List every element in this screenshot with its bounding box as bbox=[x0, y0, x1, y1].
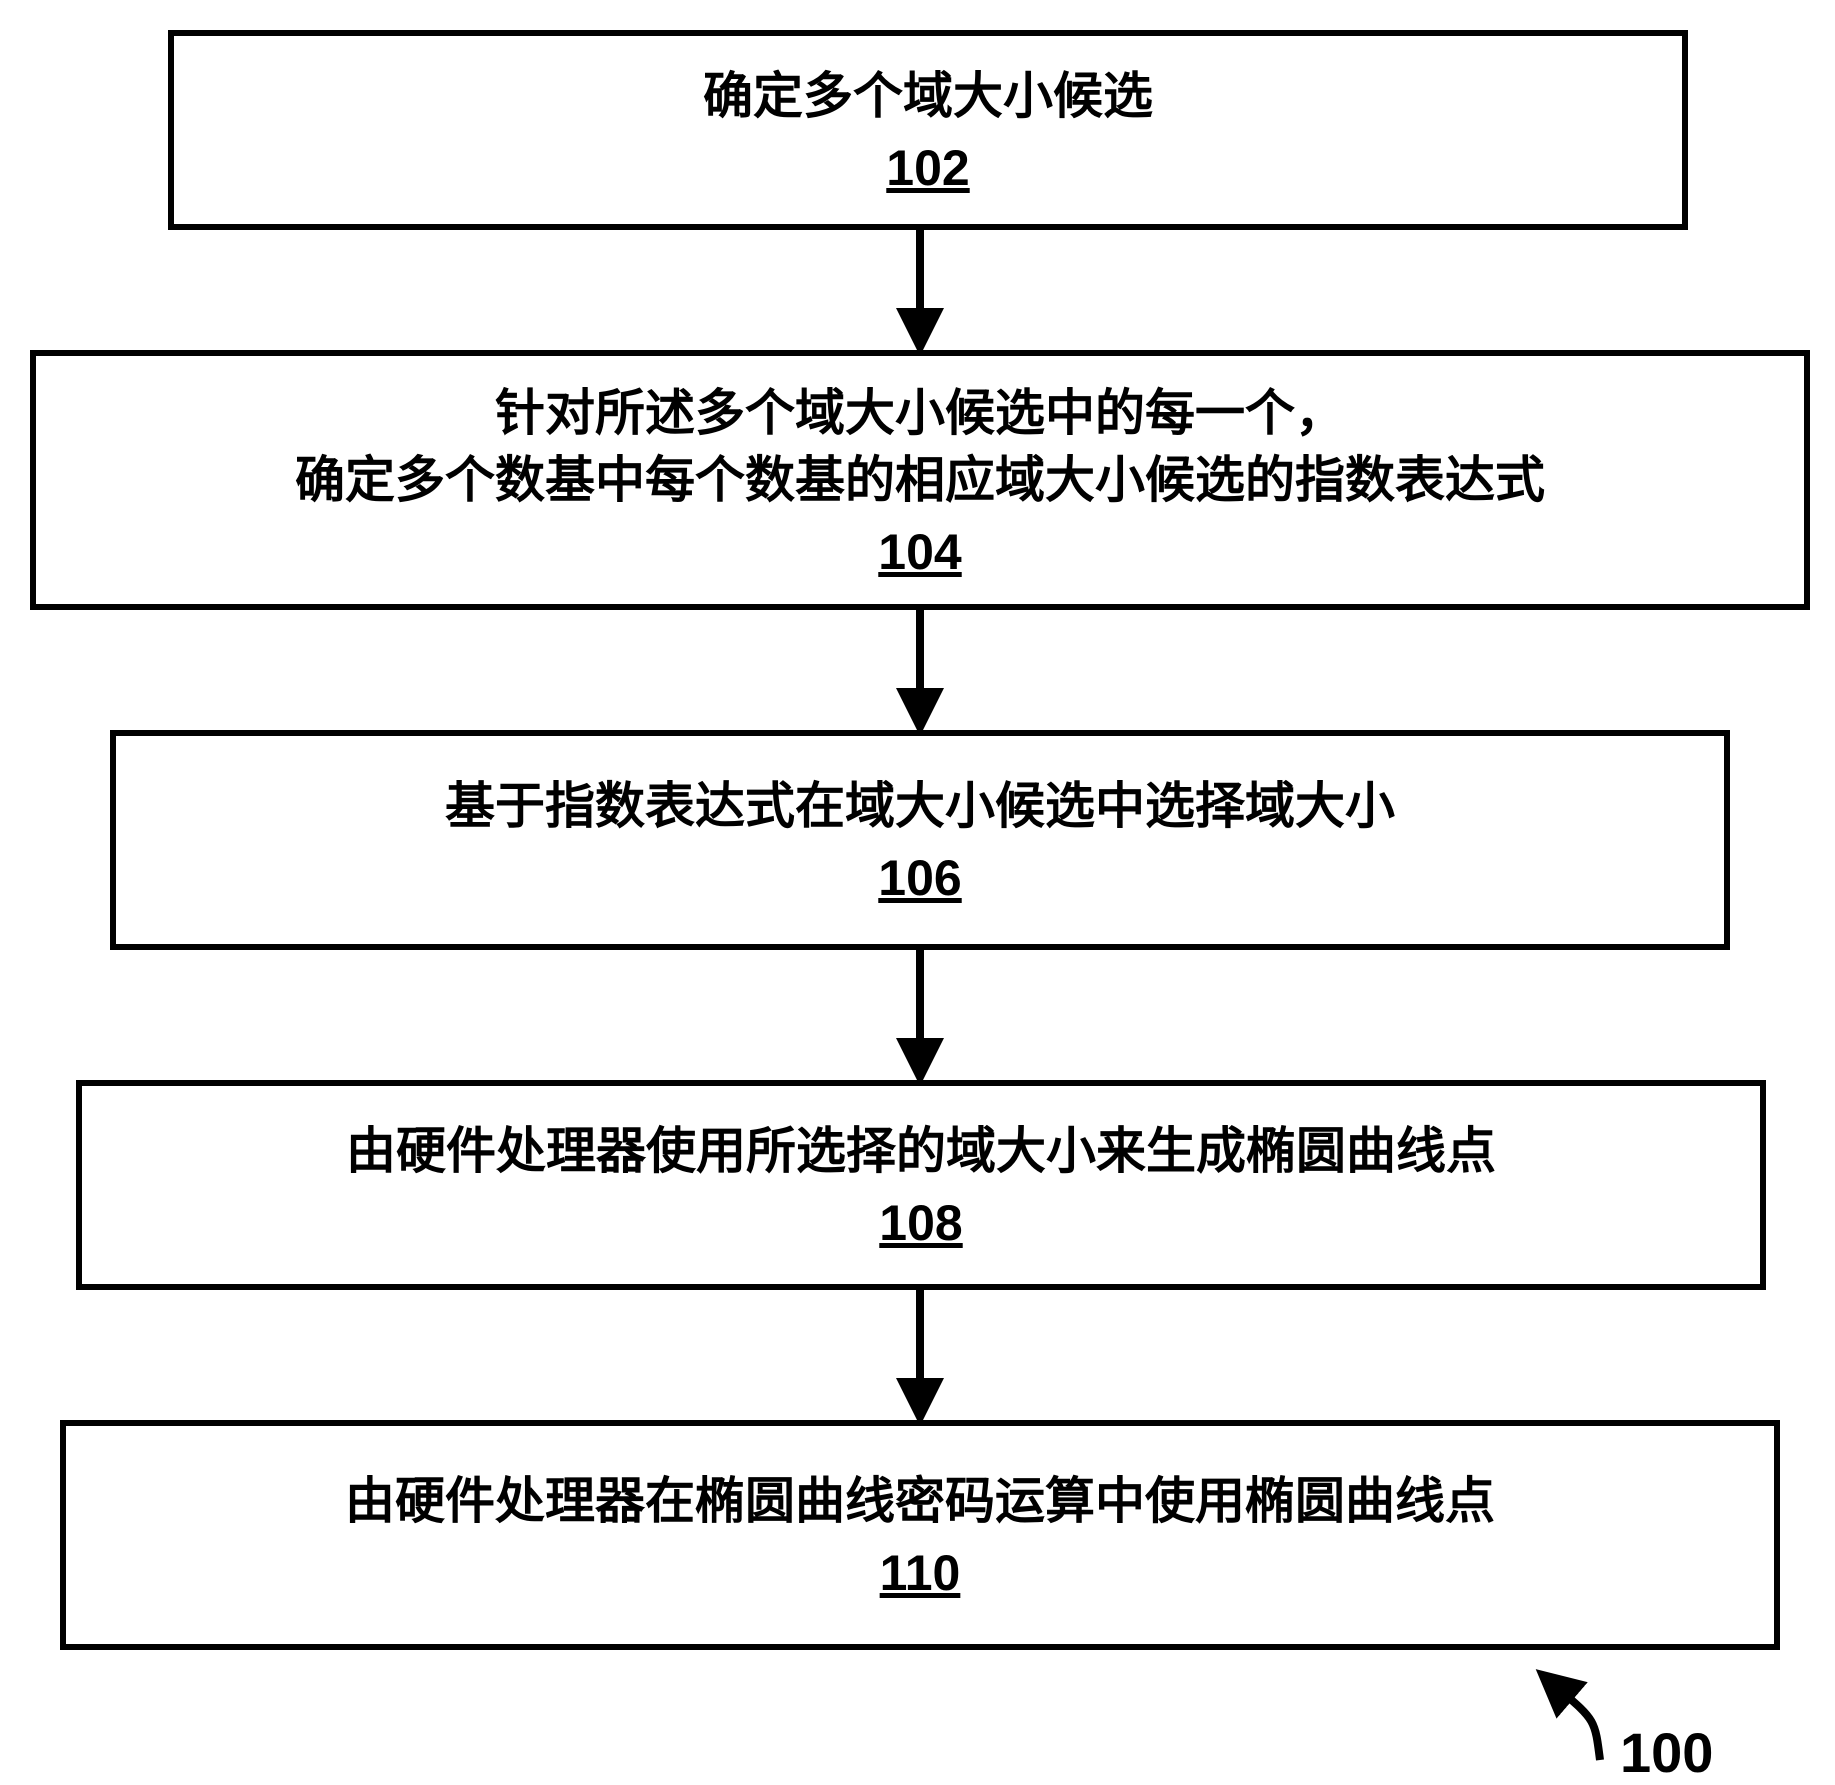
flowchart-canvas: 确定多个域大小候选 102 针对所述多个域大小候选中的每一个， 确定多个数基中每… bbox=[0, 0, 1835, 1781]
flow-node-number: 102 bbox=[886, 139, 969, 197]
flow-node-text: 由硬件处理器使用所选择的域大小来生成椭圆曲线点 bbox=[346, 1118, 1496, 1186]
flow-node-number: 108 bbox=[879, 1194, 962, 1252]
flow-node-text: 由硬件处理器在椭圆曲线密码运算中使用椭圆曲线点 bbox=[345, 1468, 1495, 1536]
flow-node-104: 针对所述多个域大小候选中的每一个， 确定多个数基中每个数基的相应域大小候选的指数… bbox=[30, 350, 1810, 610]
figure-label-hook bbox=[1560, 1690, 1600, 1760]
flow-node-text: 针对所述多个域大小候选中的每一个， 确定多个数基中每个数基的相应域大小候选的指数… bbox=[295, 380, 1545, 515]
flow-node-106: 基于指数表达式在域大小候选中选择域大小 106 bbox=[110, 730, 1730, 950]
figure-label: 100 bbox=[1620, 1720, 1713, 1785]
flow-node-number: 110 bbox=[880, 1544, 961, 1602]
flow-node-number: 106 bbox=[878, 849, 961, 907]
flow-node-text: 基于指数表达式在域大小候选中选择域大小 bbox=[445, 773, 1395, 841]
flow-node-102: 确定多个域大小候选 102 bbox=[168, 30, 1688, 230]
flow-node-108: 由硬件处理器使用所选择的域大小来生成椭圆曲线点 108 bbox=[76, 1080, 1766, 1290]
flow-node-110: 由硬件处理器在椭圆曲线密码运算中使用椭圆曲线点 110 bbox=[60, 1420, 1780, 1650]
flow-node-number: 104 bbox=[878, 523, 961, 581]
flow-node-text: 确定多个域大小候选 bbox=[703, 63, 1153, 131]
